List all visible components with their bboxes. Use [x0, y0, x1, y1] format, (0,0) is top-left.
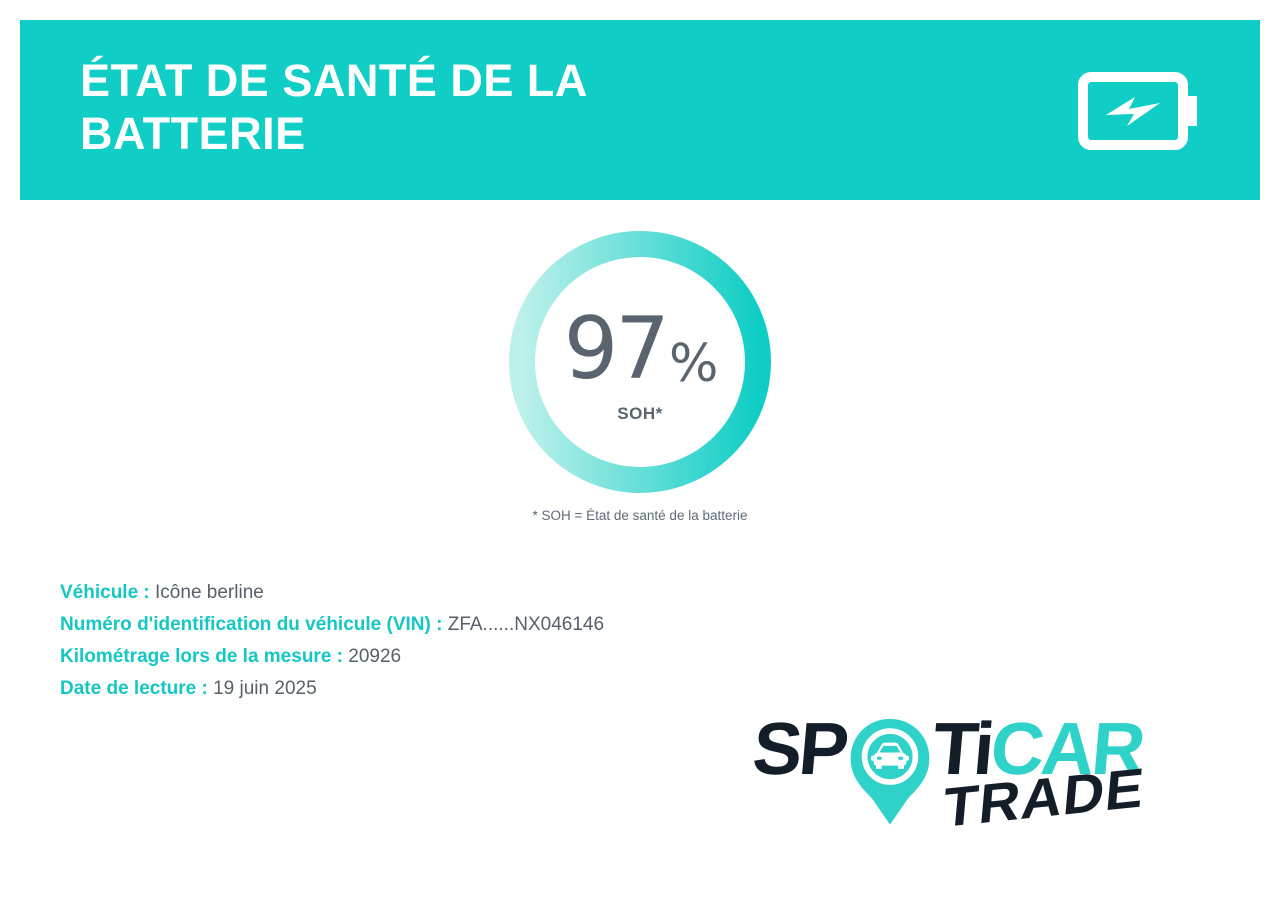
detail-row-vin: Numéro d'identification du véhicule (VIN… [60, 609, 604, 641]
percent-sign: % [669, 334, 719, 394]
page-title-line1: ÉTAT DE SANTÉ DE LA [80, 55, 588, 106]
detail-label: Numéro d'identification du véhicule (VIN… [60, 614, 443, 635]
detail-value: ZFA......NX046146 [447, 614, 605, 635]
page-title-line2: BATTERIE [80, 108, 306, 160]
soh-label: SOH* [617, 404, 663, 423]
detail-label: Kilométrage lors de la mesure : [60, 646, 343, 667]
detail-value: 20926 [348, 646, 402, 667]
soh-footnote: * SOH = État de santé de la batterie [532, 508, 748, 523]
car-icon [870, 742, 909, 769]
soh-value: 97% [563, 299, 719, 399]
page-title: ÉTAT DE SANTÉ DE LA BATTERIE [80, 54, 780, 160]
map-pin-car-icon [850, 718, 930, 825]
detail-value: 19 juin 2025 [213, 678, 317, 699]
vehicle-details: Véhicule : Icône berline Numéro d'identi… [60, 577, 604, 705]
detail-label: Date de lecture : [60, 678, 208, 699]
detail-label: Véhicule : [60, 582, 150, 603]
header-banner: ÉTAT DE SANTÉ DE LA BATTERIE [20, 20, 1260, 200]
battery-charging-icon [1078, 72, 1200, 150]
detail-row-date: Date de lecture : 19 juin 2025 [60, 673, 604, 705]
soh-gauge: 97% SOH* [509, 231, 771, 493]
detail-row-mileage: Kilométrage lors de la mesure : 20926 [60, 641, 604, 673]
spoticar-trade-logo: SP Ti CAR TRADE [749, 707, 1183, 867]
soh-gauge-ring [509, 231, 771, 493]
detail-row-vehicle: Véhicule : Icône berline [60, 577, 604, 609]
logo-text-sp: SP [749, 707, 850, 790]
detail-value: Icône berline [155, 582, 264, 603]
